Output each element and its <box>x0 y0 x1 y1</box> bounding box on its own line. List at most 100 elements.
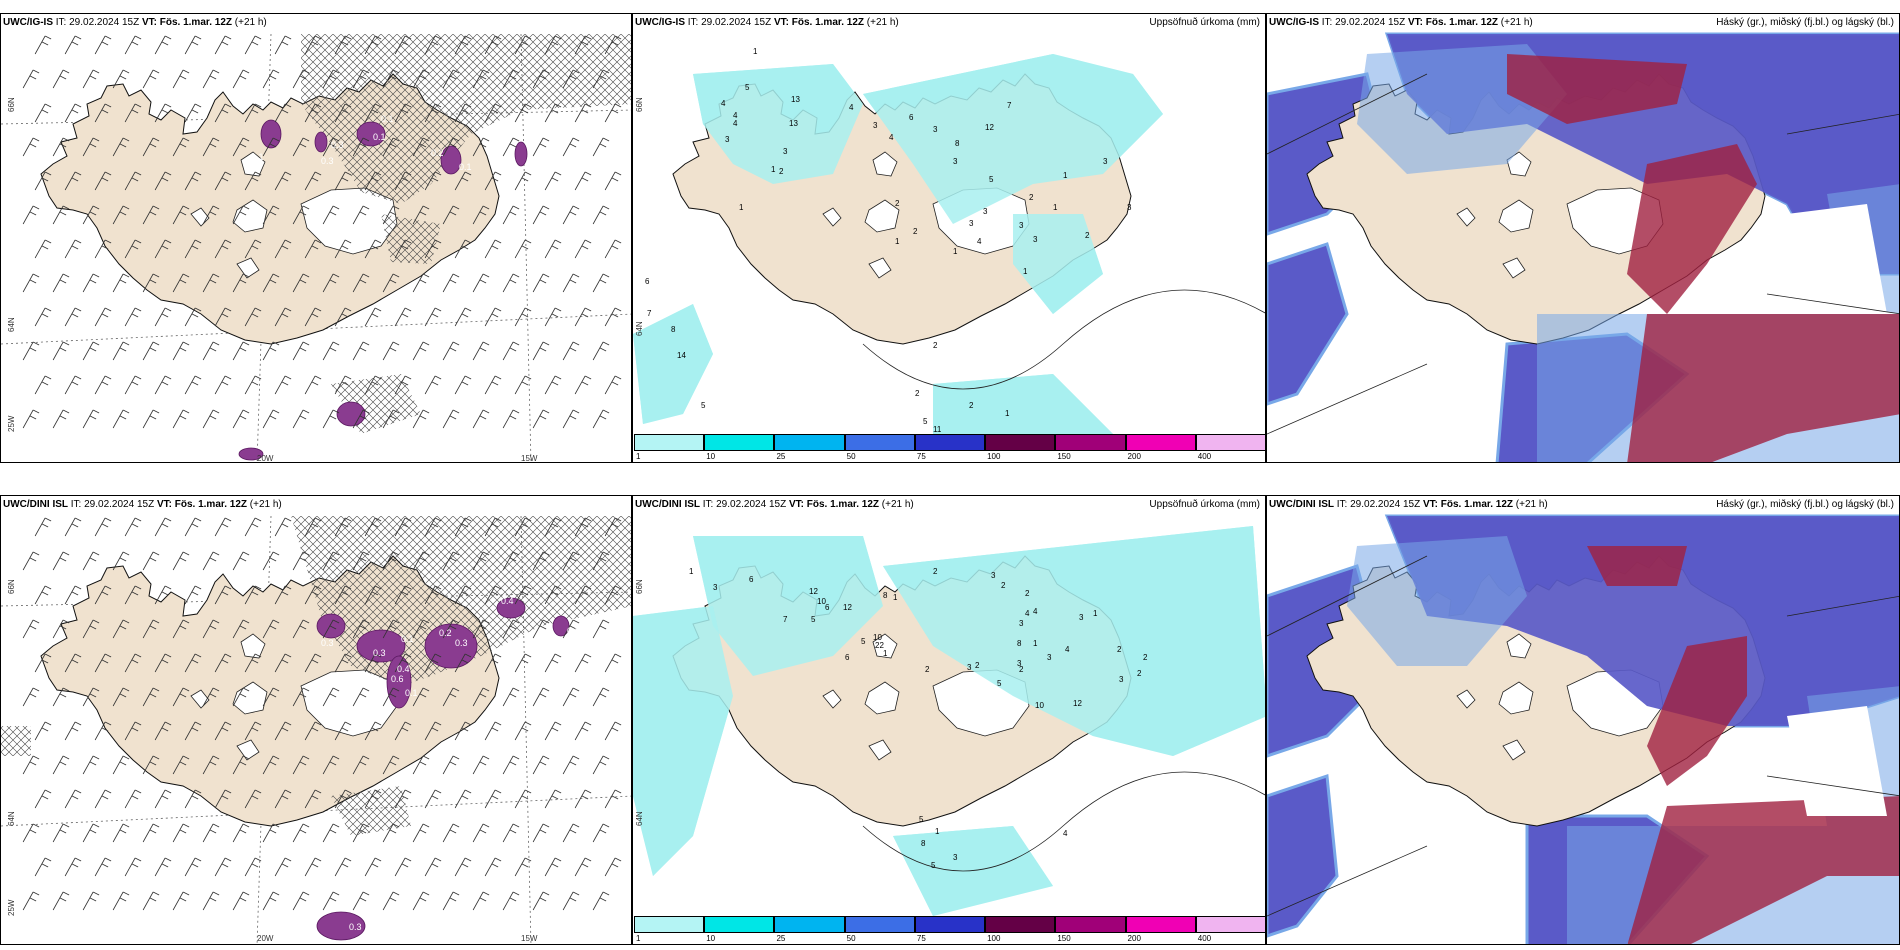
precip-value-label: 0.4 <box>397 664 410 674</box>
wind-barb <box>532 69 550 89</box>
wind-barb <box>154 103 172 123</box>
wind-barb <box>394 517 412 537</box>
wind-barb <box>364 171 382 191</box>
coast-offshore-line <box>862 289 1265 390</box>
precip-value-label: 2 <box>1143 653 1148 662</box>
wind-barb <box>52 69 70 89</box>
wind-barb <box>454 307 472 327</box>
wind-barb <box>412 273 430 293</box>
precip-area-overlay <box>633 606 733 876</box>
wind-barb <box>502 755 520 775</box>
wind-barb <box>562 619 580 639</box>
wind-barb <box>412 341 430 361</box>
wind-barb <box>454 171 472 191</box>
wind-barb <box>412 755 430 775</box>
wind-barb <box>364 517 382 537</box>
precip-value-label: 3 <box>713 583 718 592</box>
colorbar-tick-label: 400 <box>1197 452 1212 461</box>
wind-barb <box>334 857 352 877</box>
wind-barb <box>22 687 40 707</box>
wind-barb <box>202 409 220 429</box>
wind-barb <box>142 823 160 843</box>
wind-barb <box>64 789 82 809</box>
precip-value-label: 2 <box>779 167 784 176</box>
wind-barb <box>442 137 460 157</box>
wind-barb <box>154 721 172 741</box>
it-label: IT: <box>702 499 714 510</box>
wind-barb <box>532 137 550 157</box>
precip-value-label: 2 <box>933 567 938 576</box>
wind-barb <box>592 823 610 843</box>
glacier-outline <box>868 257 892 279</box>
wind-barb <box>154 307 172 327</box>
wind-barb <box>214 239 232 259</box>
wind-barb <box>112 409 130 429</box>
hatch-area <box>381 214 441 264</box>
wind-barb <box>202 273 220 293</box>
wind-barb <box>304 35 322 55</box>
wind-barb <box>592 687 610 707</box>
precip-value-label: 1 <box>935 827 940 836</box>
wind-barb <box>124 789 142 809</box>
wind-barb <box>382 409 400 429</box>
wind-barb <box>382 687 400 707</box>
wind-barb <box>184 239 202 259</box>
wind-barb <box>82 891 100 911</box>
precip-value-label: 1 <box>1033 639 1038 648</box>
wind-barb <box>604 307 622 327</box>
wind-barb <box>532 823 550 843</box>
wind-barb <box>82 341 100 361</box>
colorbar-tick-label: 1 <box>636 452 641 461</box>
wind-barb <box>472 619 490 639</box>
wind-barb <box>124 103 142 123</box>
lon-label-15w: 15W <box>521 454 538 463</box>
wind-barb <box>412 409 430 429</box>
precip-value-label: 5 <box>919 815 924 824</box>
wind-barb <box>142 409 160 429</box>
precip-value-label: 2 <box>1029 193 1034 202</box>
wind-barb <box>412 619 430 639</box>
wind-barb <box>562 273 580 293</box>
wind-barb <box>232 619 250 639</box>
wind-barb <box>532 687 550 707</box>
colorbar-swatch <box>1125 916 1196 933</box>
panel-header: UWC/DINI ISL IT: 29.02.2024 15Z VT: Fös.… <box>1269 499 1548 510</box>
wind-barb <box>604 721 622 741</box>
glacier-outline <box>822 207 842 227</box>
wind-barb <box>244 585 262 605</box>
wind-barb <box>592 755 610 775</box>
wind-barb <box>142 891 160 911</box>
wind-barb <box>22 755 40 775</box>
wind-barb <box>484 721 502 741</box>
low-cloud-area <box>1267 242 1349 406</box>
glacier-outline <box>1498 681 1534 715</box>
colorbar-tick-label: 75 <box>916 934 926 943</box>
precip-value-label: 5 <box>997 679 1002 688</box>
precip-value-label: 12 <box>809 587 818 596</box>
wind-barb <box>382 823 400 843</box>
wind-barb <box>454 857 472 877</box>
lat-label-66n: 66N <box>7 579 16 594</box>
wind-barb <box>424 653 442 673</box>
wind-barb <box>244 517 262 537</box>
glacier-outline <box>1498 199 1534 233</box>
precip-value-label: 6 <box>749 575 754 584</box>
wind-barb <box>274 585 292 605</box>
wind-barb <box>454 585 472 605</box>
wind-barb <box>34 171 52 191</box>
lead-time: (+21 h) <box>1500 17 1533 28</box>
wind-barb <box>232 891 250 911</box>
wind-barb <box>274 171 292 191</box>
vt-label: VT: <box>1422 499 1438 510</box>
wind-barb <box>442 755 460 775</box>
wind-barb <box>442 687 460 707</box>
wind-barb <box>454 375 472 395</box>
wind-barb <box>52 823 70 843</box>
precip-value-label: 22 <box>875 641 884 650</box>
precip-value-label: 10 <box>817 597 826 606</box>
wind-barb <box>424 721 442 741</box>
wind-barb <box>472 137 490 157</box>
wind-barb <box>112 137 130 157</box>
wind-barb <box>172 823 190 843</box>
wind-barb <box>544 103 562 123</box>
